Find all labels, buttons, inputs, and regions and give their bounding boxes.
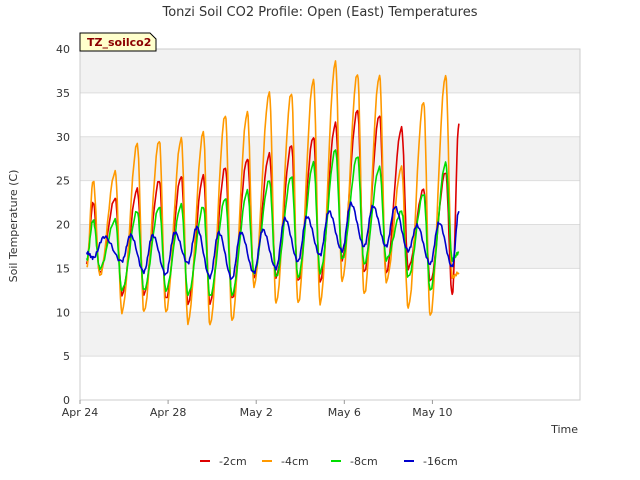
x-tick-label: May 2 <box>240 406 273 419</box>
y-tick-label: 10 <box>56 306 70 319</box>
x-axis-title: Time <box>550 423 578 436</box>
series-layer <box>85 60 460 326</box>
y-axis-title: Soil Temperature (C) <box>7 170 20 283</box>
badge-label: TZ_soilco2 <box>87 36 151 49</box>
background-bands <box>80 49 580 357</box>
legend-item: -16cm <box>404 455 458 468</box>
y-tick-label: 20 <box>56 219 70 232</box>
x-tick-label: Apr 28 <box>150 406 187 419</box>
series-line-16cm <box>85 201 460 281</box>
grid-band <box>80 49 580 93</box>
chart-title: Tonzi Soil CO2 Profile: Open (East) Temp… <box>161 5 477 20</box>
grid-band <box>80 312 580 357</box>
series-line-4cm <box>86 60 460 326</box>
x-tick-label: Apr 24 <box>62 406 99 419</box>
x-tick-label: May 10 <box>412 406 452 419</box>
x-tick-label: May 6 <box>328 406 361 419</box>
y-tick-label: 30 <box>56 131 70 144</box>
plot-frame <box>79 48 581 401</box>
legend-item: -4cm <box>262 455 309 468</box>
series-line-8cm <box>85 149 460 297</box>
badge-box <box>79 32 157 52</box>
legend-label: -16cm <box>423 455 458 468</box>
x-tick-labels: Apr 24 Apr 28 May 2 May 6 May 10 <box>62 400 453 419</box>
legend-label: -8cm <box>350 455 378 468</box>
y-tick-label: 5 <box>63 350 70 363</box>
y-tick-labels: 0 5 10 15 20 25 30 35 40 <box>56 43 70 407</box>
legend-label: -2cm <box>219 455 247 468</box>
legend-label: -4cm <box>281 455 309 468</box>
site-badge: TZ_soilco2 <box>79 32 157 52</box>
y-tick-label: 35 <box>56 87 70 100</box>
legend-item: -8cm <box>331 455 378 468</box>
y-tick-label: 0 <box>63 394 70 407</box>
legend-item: -2cm <box>200 455 247 468</box>
legend: -2cm -4cm -8cm -16cm <box>200 455 458 468</box>
y-tick-label: 40 <box>56 43 70 56</box>
y-tick-label: 25 <box>56 175 70 188</box>
grid-band <box>80 224 580 269</box>
y-tick-label: 15 <box>56 262 70 275</box>
